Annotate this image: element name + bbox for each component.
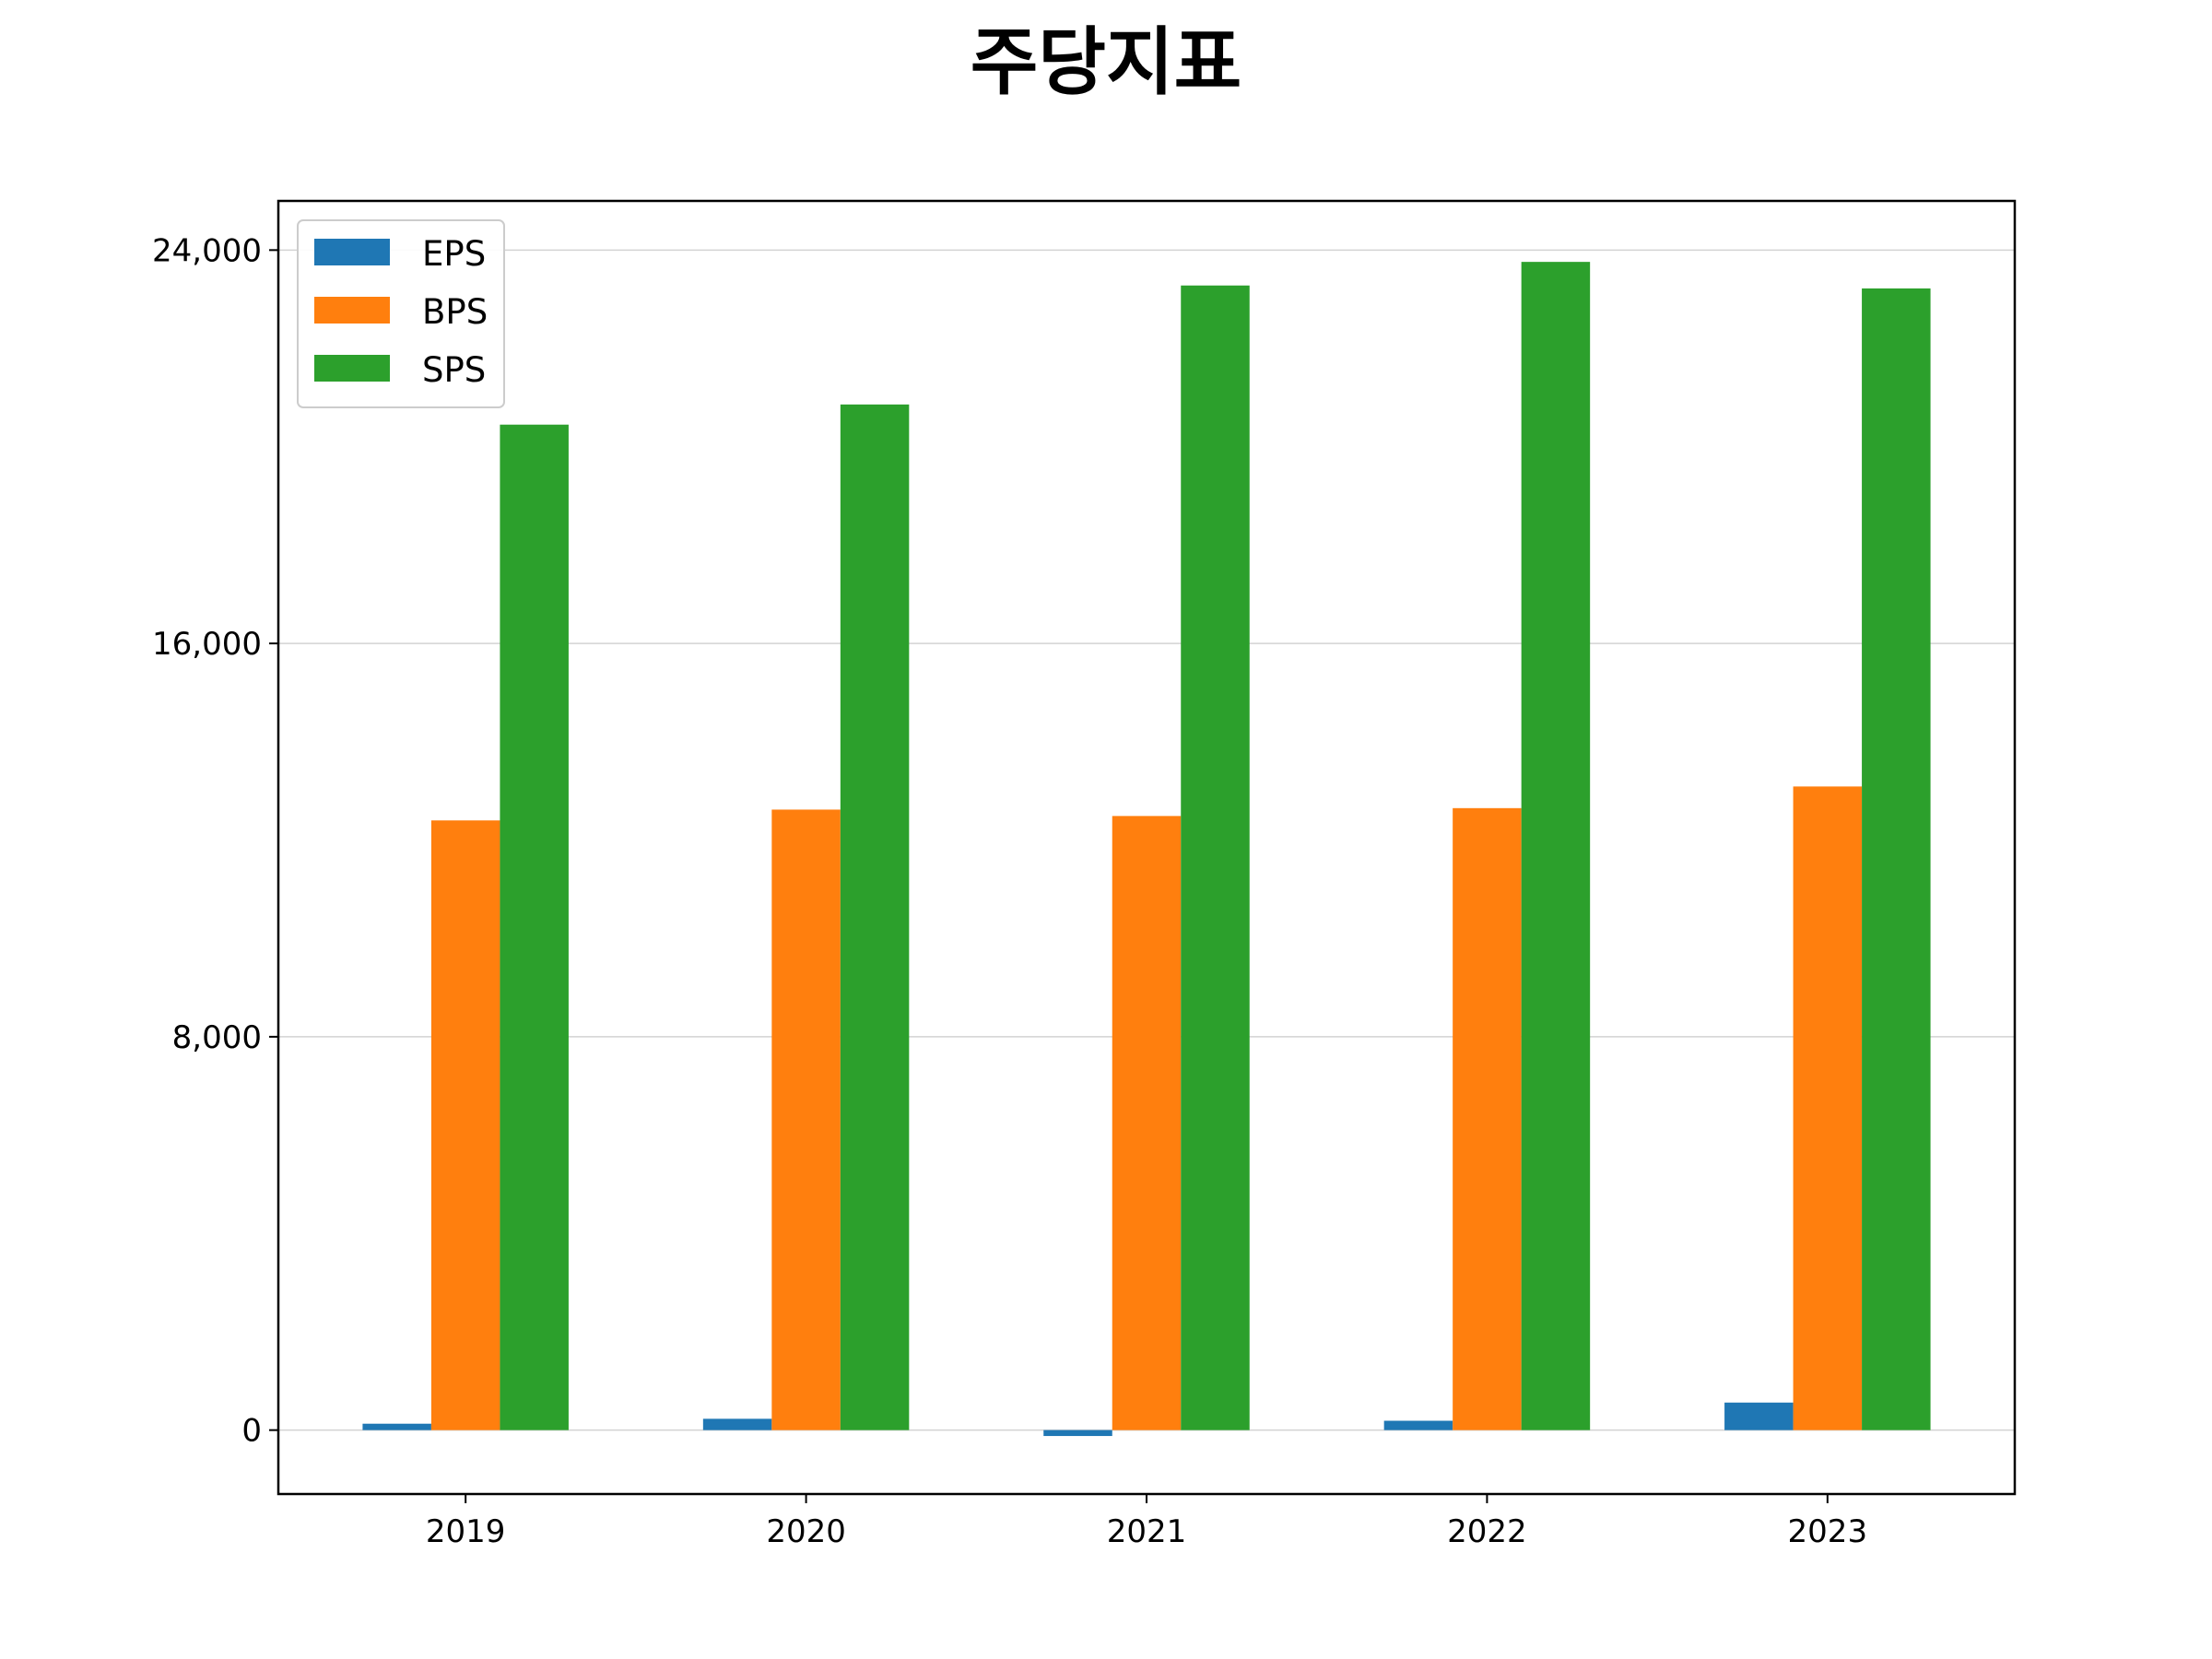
y-tick-label: 24,000 — [152, 232, 262, 269]
bar-bps-2020 — [771, 809, 841, 1430]
legend-swatch-eps — [314, 239, 390, 265]
bar-sps-2022 — [1521, 262, 1591, 1430]
chart-title: 주당지표 — [970, 19, 1242, 105]
legend-label-bps: BPS — [422, 292, 488, 332]
legend-label-sps: SPS — [422, 350, 486, 390]
bar-eps-2022 — [1383, 1420, 1453, 1430]
bar-eps-2020 — [702, 1418, 772, 1430]
legend-swatch-bps — [314, 297, 390, 324]
legend-swatch-sps — [314, 355, 390, 382]
bar-bps-2019 — [430, 820, 500, 1430]
x-tick-label: 2021 — [1107, 1513, 1187, 1550]
legend: EPS BPS SPS — [297, 219, 505, 408]
bar-bps-2023 — [1793, 786, 1863, 1430]
x-axis: 2019 2020 2021 2022 2023 — [426, 1494, 1867, 1550]
bar-bps-2021 — [1112, 816, 1182, 1430]
bar-sps-2021 — [1181, 285, 1250, 1430]
x-tick-label: 2023 — [1788, 1513, 1868, 1550]
bar-sps-2023 — [1862, 288, 1931, 1430]
bar-eps-2023 — [1724, 1402, 1794, 1430]
y-tick-label: 8,000 — [172, 1019, 262, 1056]
bar-sps-2020 — [840, 404, 910, 1430]
y-axis: 0 8,000 16,000 24,000 — [152, 232, 278, 1450]
y-tick-label: 16,000 — [152, 626, 262, 663]
x-tick-label: 2019 — [426, 1513, 506, 1550]
bars — [362, 262, 1931, 1437]
legend-label-eps: EPS — [422, 234, 486, 274]
x-tick-label: 2020 — [766, 1513, 846, 1550]
bar-sps-2019 — [500, 424, 569, 1430]
bar-bps-2022 — [1453, 807, 1522, 1430]
bar-eps-2019 — [362, 1423, 431, 1430]
bar-eps-2021 — [1043, 1430, 1112, 1437]
y-tick-label: 0 — [241, 1413, 262, 1450]
x-tick-label: 2022 — [1447, 1513, 1527, 1550]
